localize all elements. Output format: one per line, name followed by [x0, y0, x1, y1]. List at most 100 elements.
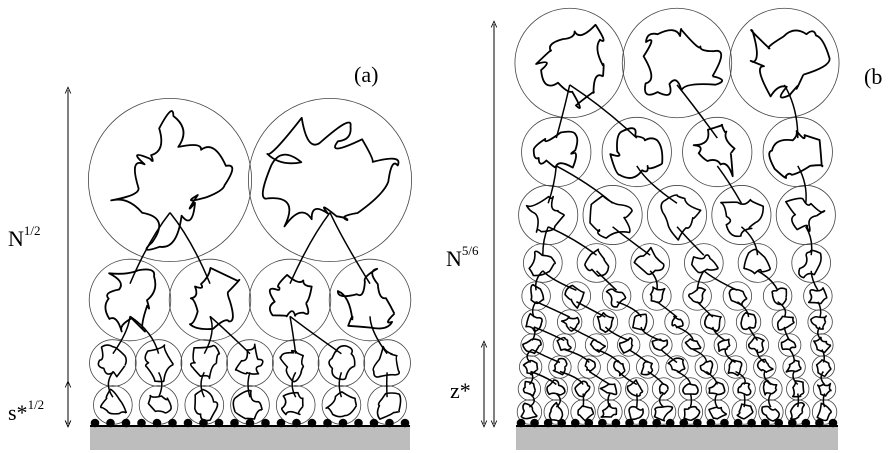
graft-point: [354, 418, 363, 428]
chain-link: [157, 371, 163, 398]
blob-circle: [557, 309, 583, 335]
blob-circle: [651, 377, 676, 401]
blob-circle: [694, 355, 718, 379]
chain-segment: [532, 130, 579, 169]
chain-segment: [785, 197, 826, 233]
chain-link: [735, 370, 746, 385]
blob-circle: [759, 377, 783, 401]
chain-link: [555, 165, 614, 204]
chain-segment: [768, 130, 824, 179]
blob-circle: [543, 399, 569, 425]
anchors-b: [516, 418, 838, 428]
chain-link: [200, 371, 205, 398]
chain-segment: [546, 379, 566, 396]
chain-segment: [600, 403, 618, 418]
chain-segment: [605, 288, 627, 308]
chain-link: [596, 348, 620, 363]
graft-point: [106, 418, 115, 428]
chain-segment: [671, 315, 684, 329]
chain-segment: [232, 389, 263, 420]
blob-circle: [514, 7, 625, 119]
chain-link: [129, 212, 171, 284]
blob-circle: [226, 339, 274, 387]
blob-circle: [628, 309, 654, 335]
chain-link: [564, 348, 590, 363]
chain-link: [607, 393, 611, 408]
chain-link: [636, 165, 678, 204]
chain-segment: [771, 287, 788, 306]
chain-link: [757, 270, 779, 291]
chain-segment: [660, 194, 702, 241]
chain-link: [534, 270, 544, 291]
chain-link: [817, 301, 822, 318]
blob-circle: [636, 355, 660, 379]
blob-circle: [664, 309, 690, 335]
graft-point: [801, 418, 811, 428]
blob-circle: [134, 339, 183, 387]
height-label-b: N5/6: [446, 243, 479, 271]
graft-point: [307, 418, 317, 428]
chain-link: [542, 270, 577, 291]
chain-segment: [756, 358, 774, 373]
blobs-a: [88, 98, 412, 425]
blob-circle: [518, 185, 579, 245]
substrate-a: [90, 426, 410, 450]
chain-link: [338, 372, 343, 398]
chain-link: [777, 301, 787, 318]
blob-circle: [272, 339, 320, 387]
graft-point: [245, 418, 255, 428]
chain-segment: [618, 337, 634, 354]
graft-point: [323, 418, 332, 428]
graft-point: [665, 418, 675, 428]
chain-link: [768, 393, 772, 408]
chain-segment: [99, 388, 128, 415]
chain-segment: [658, 382, 669, 395]
chain-segment: [633, 246, 665, 276]
chain-segment: [279, 349, 305, 383]
blob-circle: [713, 333, 737, 357]
chain-link: [616, 300, 642, 318]
blob-circle: [576, 243, 617, 283]
chain-segment: [97, 344, 128, 378]
chain-link: [649, 270, 658, 291]
blob-circle: [682, 116, 753, 188]
chain-segment: [813, 336, 832, 354]
chain-segment: [556, 336, 572, 352]
blob-circle: [548, 355, 572, 379]
graft-point: [570, 418, 580, 428]
chain-link: [676, 326, 694, 341]
chain-segment: [564, 284, 585, 309]
blob-circle: [684, 243, 724, 283]
chain-link: [716, 165, 743, 204]
blob-circle: [737, 243, 778, 283]
chain-link: [743, 393, 746, 408]
blob-circle: [577, 355, 601, 379]
graft-point: [183, 418, 193, 428]
chain-segment: [261, 116, 400, 228]
chain-segment: [560, 316, 580, 332]
chain-link: [595, 270, 618, 291]
blob-circle: [762, 116, 833, 188]
graft-point: [747, 418, 756, 428]
chain-segment: [144, 344, 175, 383]
chain-segment: [280, 391, 304, 416]
chain-link: [676, 84, 718, 139]
blob-circle: [517, 377, 542, 401]
chain-segment: [682, 382, 699, 396]
blob-circle: [704, 399, 730, 425]
chain-link: [107, 371, 114, 398]
chain-segment: [535, 23, 605, 109]
graft-point: [90, 418, 100, 428]
chain-segment: [780, 338, 797, 351]
chain-link: [789, 349, 795, 363]
blob-circle: [597, 399, 623, 425]
chain-link: [810, 270, 819, 291]
chain-link: [528, 392, 535, 408]
blob-circle: [650, 399, 677, 425]
chain-link: [689, 393, 693, 408]
blob-circle: [516, 399, 543, 425]
blob-circle: [275, 385, 316, 425]
chain-segment: [528, 250, 556, 277]
graft-point: [557, 418, 566, 428]
